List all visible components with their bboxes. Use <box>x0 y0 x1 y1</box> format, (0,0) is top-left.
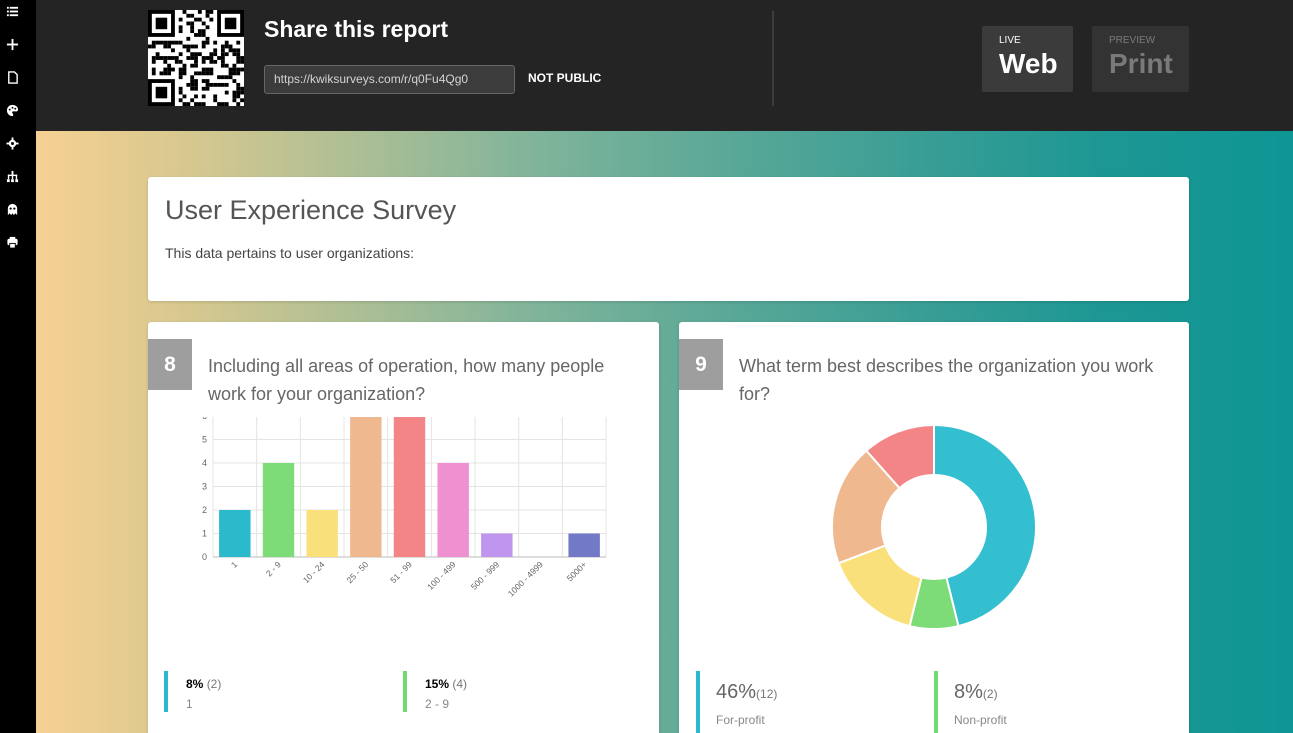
donut-slice[interactable] <box>864 423 935 490</box>
print-mode-button[interactable]: PREVIEW Print <box>1092 26 1189 92</box>
bar[interactable] <box>393 417 426 557</box>
share-bar: Share this report https://kwiksurveys.co… <box>36 0 1293 131</box>
legend-percent: 15% <box>425 677 450 691</box>
gear-icon[interactable] <box>4 135 20 151</box>
question-number: 8 <box>148 339 192 390</box>
printer-icon[interactable] <box>4 234 20 250</box>
x-tick-label: 1 <box>229 559 240 570</box>
question-number: 9 <box>679 339 723 390</box>
divider <box>772 11 774 106</box>
bar[interactable] <box>481 533 513 558</box>
legend-label: For-profit <box>716 713 765 727</box>
x-tick-label: 1000 - 4999 <box>506 559 545 598</box>
legend-color-bar <box>164 671 168 712</box>
web-mode-button[interactable]: LIVE Web <box>982 26 1073 92</box>
palette-icon[interactable] <box>4 102 20 118</box>
legend-count: (4) <box>452 677 468 691</box>
question-text: What term best describes the organizatio… <box>739 356 1154 404</box>
legend-label: 1 <box>186 697 193 711</box>
legend-percent: 8% <box>954 681 983 703</box>
y-tick-label: 4 <box>202 458 207 468</box>
donut-slice[interactable] <box>933 423 1037 628</box>
x-tick-label: 51 - 99 <box>388 559 414 585</box>
web-mode-label: Web <box>999 48 1058 79</box>
bar[interactable] <box>350 417 382 557</box>
legend-label: 2 - 9 <box>425 697 450 711</box>
legend-label: Non-profit <box>954 713 1007 727</box>
left-toolbar <box>0 0 36 733</box>
y-tick-label: 1 <box>202 529 207 539</box>
legend-count: (2) <box>206 677 222 691</box>
bar-chart: 0 1 2 3 4 5 6 1 2 - 9 10 - 24 25 - 50 51 - 99 100 - … <box>202 417 607 598</box>
x-tick-label: 100 - 499 <box>425 559 458 592</box>
sitemap-icon[interactable] <box>4 168 20 184</box>
document-icon[interactable] <box>4 69 20 85</box>
x-tick-label: 5000+ <box>565 559 589 583</box>
y-tick-label: 3 <box>202 482 207 492</box>
x-tick-label: 500 - 999 <box>469 559 502 592</box>
survey-description: This data pertains to user organizations… <box>165 245 415 261</box>
bar[interactable] <box>437 463 469 557</box>
bar[interactable] <box>568 533 600 558</box>
x-tick-label: 2 - 9 <box>264 559 283 578</box>
donut-chart <box>831 423 1037 630</box>
legend-percent: 8% <box>186 677 204 691</box>
qr-code[interactable] <box>148 10 244 106</box>
legend-count: (12) <box>756 687 778 701</box>
legend-color-bar <box>696 671 700 733</box>
bar[interactable] <box>306 510 338 557</box>
print-mode-caption: PREVIEW <box>1109 35 1156 46</box>
list-icon[interactable] <box>4 3 20 19</box>
y-tick-label: 0 <box>202 552 207 562</box>
x-tick-label: 10 - 24 <box>301 559 327 585</box>
legend-percent: 46% <box>716 681 757 703</box>
question-text: Including all areas of operation, how ma… <box>208 356 605 404</box>
question-card-8: 8 Including all areas of operation, how … <box>148 322 659 733</box>
y-tick-label: 5 <box>202 435 207 445</box>
report-content: User Experience Survey This data pertain… <box>36 131 1293 733</box>
print-mode-label: Print <box>1109 48 1173 79</box>
survey-header-card: User Experience Survey This data pertain… <box>148 177 1189 301</box>
share-title: Share this report <box>264 16 449 42</box>
plus-icon[interactable] <box>4 36 20 52</box>
visibility-status: NOT PUBLIC <box>528 71 602 85</box>
question-card-9: 9 What term best describes the organizat… <box>679 322 1189 733</box>
share-url-field[interactable]: https://kwiksurveys.com/r/q0Fu4Qg0 <box>264 65 515 94</box>
bar[interactable] <box>262 463 295 557</box>
legend-count: (2) <box>982 687 998 701</box>
x-tick-label: 25 - 50 <box>344 559 370 585</box>
bar[interactable] <box>219 510 251 557</box>
legend-color-bar <box>934 671 938 733</box>
ghost-icon[interactable] <box>4 201 20 217</box>
y-tick-label: 2 <box>202 505 207 515</box>
legend-color-bar <box>403 671 407 712</box>
y-tick-label: 6 <box>202 417 207 421</box>
survey-title: User Experience Survey <box>165 195 457 225</box>
web-mode-caption: LIVE <box>999 35 1021 46</box>
